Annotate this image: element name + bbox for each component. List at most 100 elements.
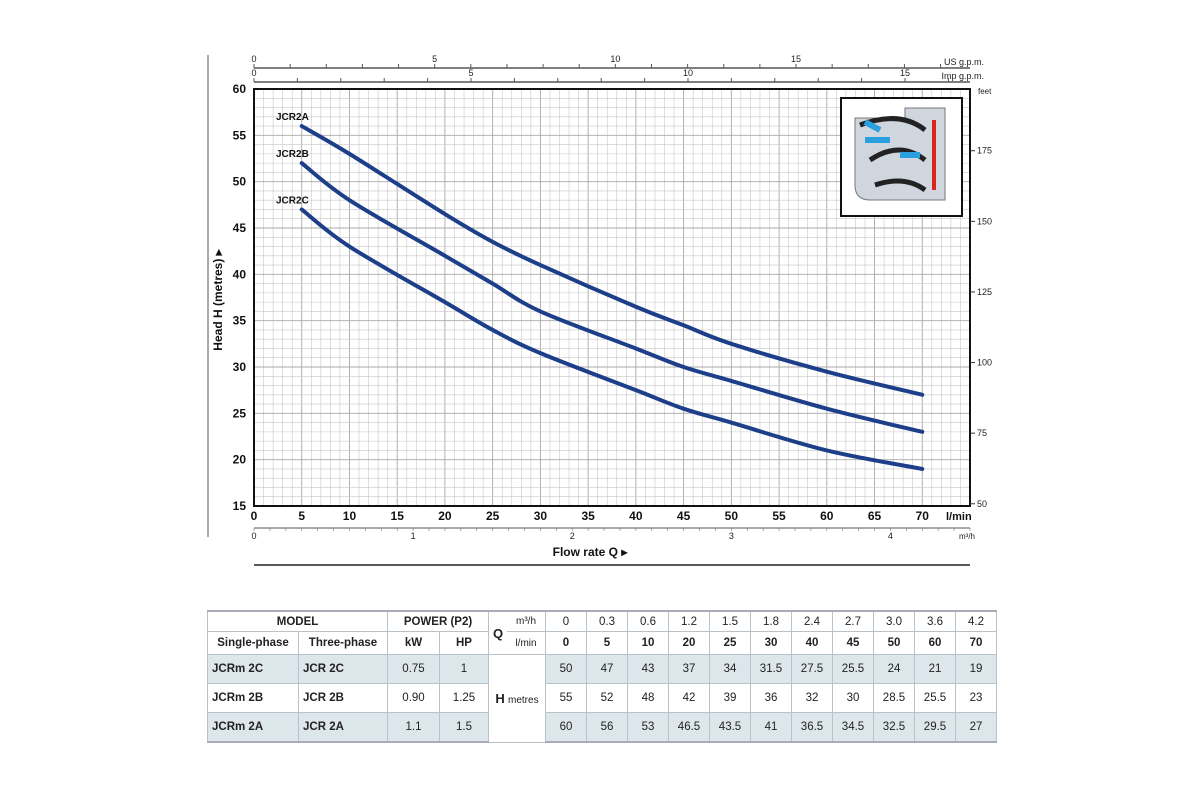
x-tick-label: 70 bbox=[916, 509, 930, 523]
h-unit: metres bbox=[508, 694, 539, 706]
head-value: 36 bbox=[750, 683, 792, 713]
q-m3h-value: 1.8 bbox=[750, 610, 792, 632]
head-value: 56 bbox=[586, 712, 628, 743]
feet-unit: feet bbox=[978, 87, 992, 96]
pump-cross-section-image bbox=[840, 97, 963, 217]
q-m3h-value: 1.5 bbox=[709, 610, 751, 632]
y-tick-label: 50 bbox=[233, 175, 247, 189]
single-phase-model: JCRm 2A bbox=[207, 712, 299, 743]
head-value: 30 bbox=[832, 683, 874, 713]
q-lmin-value: 10 bbox=[627, 631, 669, 655]
us-gpm-axis-tick-label: 0 bbox=[251, 54, 256, 64]
x-unit-label: l/min bbox=[946, 511, 972, 523]
head-value: 60 bbox=[545, 712, 587, 743]
x-tick-label: 50 bbox=[725, 509, 739, 523]
feet-tick-label: 150 bbox=[977, 216, 992, 226]
h-label: H bbox=[495, 690, 505, 706]
table-row: JCRm 2C JCR 2C 0.75 1 H metres 50 47 43 37 34 31.5… bbox=[207, 654, 997, 743]
m3h-tick-label: 0 bbox=[251, 531, 256, 541]
head-value: 25.5 bbox=[832, 654, 874, 684]
feet-tick-label: 175 bbox=[977, 146, 992, 156]
y-tick-label: 25 bbox=[233, 406, 247, 420]
imp-gpm-axis-unit: Imp g.p.m. bbox=[941, 71, 984, 81]
head-value: 27.5 bbox=[791, 654, 833, 684]
imp-gpm-axis-tick-label: 15 bbox=[900, 68, 910, 78]
x-tick-label: 40 bbox=[629, 509, 643, 523]
q-lmin-value: 70 bbox=[955, 631, 997, 655]
head-value: 43.5 bbox=[709, 712, 751, 743]
x-tick-label: 10 bbox=[343, 509, 357, 523]
feet-tick-label: 100 bbox=[977, 358, 992, 368]
power-kw: 1.1 bbox=[387, 712, 440, 743]
q-m3h-value: 3.6 bbox=[914, 610, 956, 632]
x-tick-label: 65 bbox=[868, 509, 882, 523]
q-m3h-value: 4.2 bbox=[955, 610, 997, 632]
imp-gpm-axis-tick-label: 10 bbox=[683, 68, 693, 78]
y-tick-label: 30 bbox=[233, 360, 247, 374]
single-phase-model: JCRm 2C bbox=[207, 654, 299, 684]
y-axis-title: Head H (metres) ▸ bbox=[211, 248, 225, 350]
q-header: Q bbox=[488, 610, 507, 655]
feet-tick-label: 75 bbox=[977, 428, 987, 438]
three-phase-model: JCR 2A bbox=[298, 712, 388, 743]
head-value: 41 bbox=[750, 712, 792, 743]
q-m3h-value: 2.7 bbox=[832, 610, 874, 632]
kw-header: kW bbox=[387, 631, 440, 655]
x-tick-label: 45 bbox=[677, 509, 691, 523]
power-hp: 1.25 bbox=[439, 683, 489, 713]
head-value: 21 bbox=[914, 654, 956, 684]
m3h-tick-label: 1 bbox=[411, 531, 416, 541]
head-value: 55 bbox=[545, 683, 587, 713]
head-value: 52 bbox=[586, 683, 628, 713]
head-value: 43 bbox=[627, 654, 669, 684]
table-row: JCRm 2B JCR 2B 0.90 1.25 55 52 48 42 39 36 32 30 28.… bbox=[207, 683, 997, 713]
power-header: POWER (P2) bbox=[387, 610, 489, 632]
head-value: 24 bbox=[873, 654, 915, 684]
head-value: 31.5 bbox=[750, 654, 792, 684]
q-lmin-value: 60 bbox=[914, 631, 956, 655]
head-value: 32 bbox=[791, 683, 833, 713]
single-phase-model: JCRm 2B bbox=[207, 683, 299, 713]
q-unit-m3h: m³/h bbox=[507, 610, 546, 632]
three-phase-header: Three-phase bbox=[298, 631, 388, 655]
three-phase-model: JCR 2C bbox=[298, 654, 388, 684]
q-lmin-value: 20 bbox=[668, 631, 710, 655]
q-m3h-value: 0 bbox=[545, 610, 587, 632]
power-hp: 1 bbox=[439, 654, 489, 684]
head-value: 47 bbox=[586, 654, 628, 684]
imp-gpm-axis-tick-label: 0 bbox=[251, 68, 256, 78]
curve-label: JCR2B bbox=[276, 149, 309, 160]
y-tick-label: 55 bbox=[233, 128, 247, 142]
q-unit-lmin: l/min bbox=[507, 631, 546, 655]
q-lmin-value: 30 bbox=[750, 631, 792, 655]
imp-gpm-axis-tick-label: 5 bbox=[468, 68, 473, 78]
x-tick-label: 20 bbox=[438, 509, 452, 523]
head-value: 34.5 bbox=[832, 712, 874, 743]
power-kw: 0.75 bbox=[387, 654, 440, 684]
m3h-tick-label: 3 bbox=[729, 531, 734, 541]
x-tick-label: 0 bbox=[251, 509, 258, 523]
q-lmin-value: 40 bbox=[791, 631, 833, 655]
q-lmin-value: 0 bbox=[545, 631, 587, 655]
y-tick-label: 35 bbox=[233, 314, 247, 328]
us-gpm-axis-tick-label: 10 bbox=[610, 54, 620, 64]
q-lmin-value: 50 bbox=[873, 631, 915, 655]
curve-jcr2c bbox=[299, 207, 925, 471]
head-value: 32.5 bbox=[873, 712, 915, 743]
head-value: 48 bbox=[627, 683, 669, 713]
q-m3h-value: 2.4 bbox=[791, 610, 833, 632]
m3h-tick-label: 2 bbox=[570, 531, 575, 541]
x-tick-label: 5 bbox=[298, 509, 305, 523]
x-tick-label: 15 bbox=[391, 509, 405, 523]
three-phase-model: JCR 2B bbox=[298, 683, 388, 713]
head-value: 23 bbox=[955, 683, 997, 713]
curve-jcr2b bbox=[299, 161, 925, 434]
q-m3h-value: 1.2 bbox=[668, 610, 710, 632]
single-phase-header: Single-phase bbox=[207, 631, 299, 655]
h-header: H metres bbox=[488, 654, 546, 743]
y-tick-label: 15 bbox=[233, 499, 247, 513]
us-gpm-axis-tick-label: 15 bbox=[791, 54, 801, 64]
q-m3h-value: 0.6 bbox=[627, 610, 669, 632]
head-value: 36.5 bbox=[791, 712, 833, 743]
